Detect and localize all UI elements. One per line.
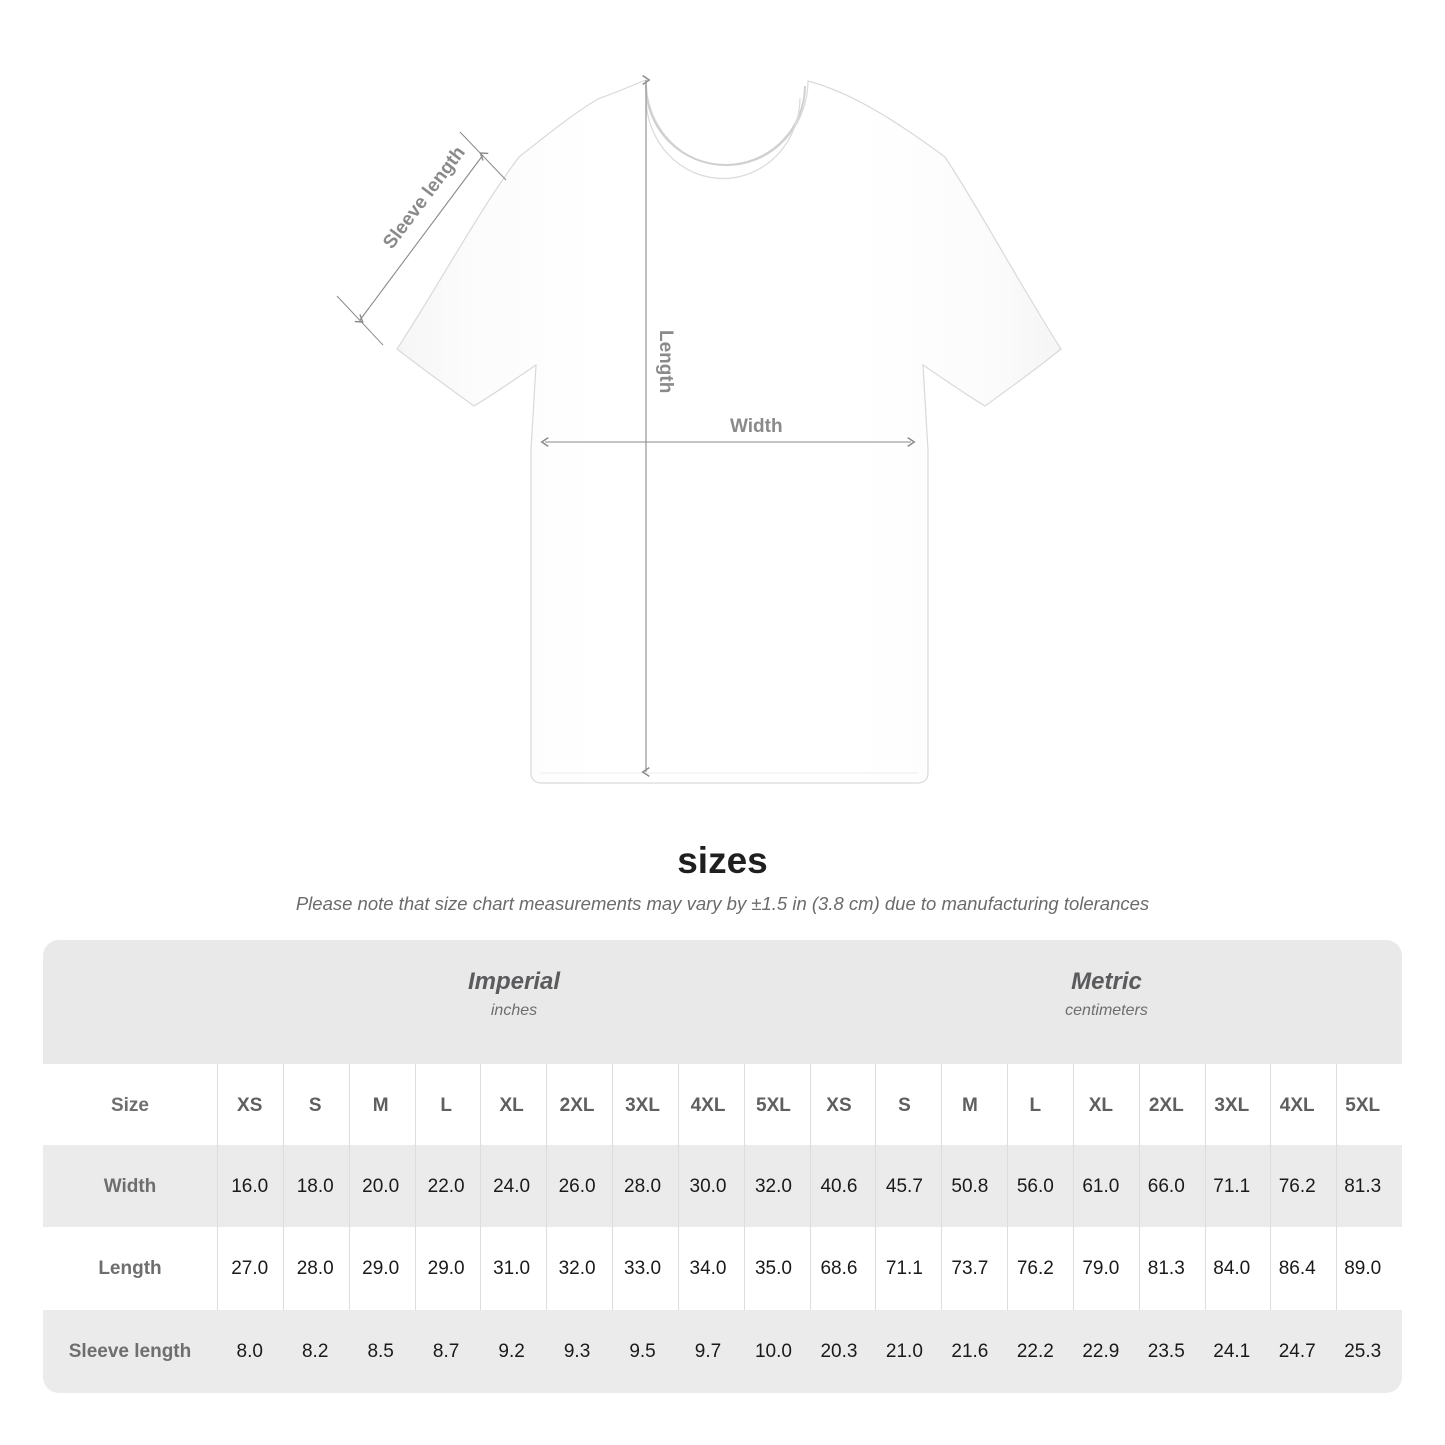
svg-text:Sleeve length: Sleeve length	[379, 143, 469, 253]
svg-text:Length: Length	[655, 330, 676, 393]
svg-text:Width: Width	[730, 416, 783, 437]
